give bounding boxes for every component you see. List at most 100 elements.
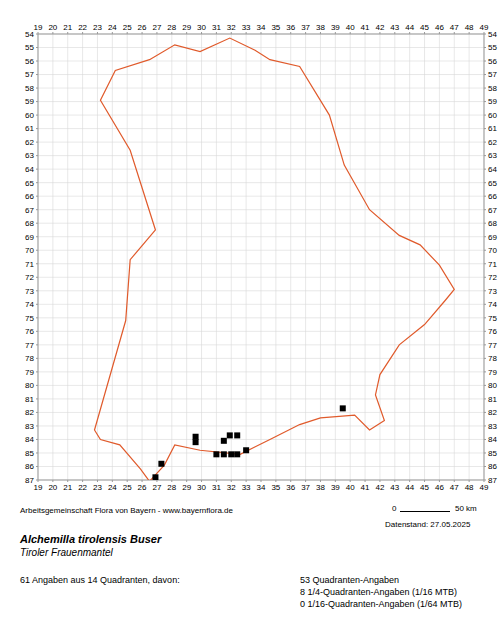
svg-text:80: 80: [25, 381, 34, 390]
svg-text:86: 86: [488, 462, 492, 471]
svg-text:75: 75: [488, 314, 492, 323]
svg-text:82: 82: [488, 408, 492, 417]
svg-text:67: 67: [488, 206, 492, 215]
svg-text:59: 59: [488, 97, 492, 106]
svg-text:30: 30: [197, 483, 206, 492]
svg-text:81: 81: [25, 395, 34, 404]
svg-text:29: 29: [182, 483, 191, 492]
svg-text:35: 35: [271, 23, 280, 32]
svg-text:54: 54: [488, 30, 492, 39]
svg-text:45: 45: [420, 483, 429, 492]
svg-text:60: 60: [488, 111, 492, 120]
svg-text:70: 70: [488, 246, 492, 255]
svg-text:57: 57: [488, 70, 492, 79]
svg-text:23: 23: [93, 23, 102, 32]
svg-text:33: 33: [242, 23, 251, 32]
svg-text:84: 84: [488, 435, 492, 444]
svg-text:34: 34: [257, 23, 266, 32]
svg-text:73: 73: [488, 287, 492, 296]
svg-text:78: 78: [25, 354, 34, 363]
svg-text:23: 23: [93, 483, 102, 492]
svg-text:69: 69: [488, 233, 492, 242]
svg-text:35: 35: [271, 483, 280, 492]
svg-text:59: 59: [25, 97, 34, 106]
svg-text:61: 61: [25, 124, 34, 133]
svg-text:79: 79: [25, 368, 34, 377]
svg-text:83: 83: [488, 422, 492, 431]
svg-text:33: 33: [242, 483, 251, 492]
svg-text:85: 85: [25, 449, 34, 458]
svg-text:47: 47: [450, 23, 459, 32]
svg-text:48: 48: [465, 23, 474, 32]
svg-text:28: 28: [167, 483, 176, 492]
svg-text:66: 66: [488, 192, 492, 201]
svg-text:55: 55: [25, 43, 34, 52]
svg-text:27: 27: [152, 23, 161, 32]
svg-text:32: 32: [227, 23, 236, 32]
svg-text:65: 65: [488, 179, 492, 188]
svg-text:25: 25: [123, 23, 132, 32]
svg-text:63: 63: [25, 151, 34, 160]
svg-text:29: 29: [182, 23, 191, 32]
svg-text:19: 19: [34, 23, 43, 32]
svg-text:41: 41: [361, 23, 370, 32]
svg-text:61: 61: [488, 124, 492, 133]
svg-text:26: 26: [138, 483, 147, 492]
svg-text:44: 44: [405, 483, 414, 492]
svg-text:42: 42: [375, 23, 384, 32]
svg-text:41: 41: [361, 483, 370, 492]
svg-text:24: 24: [108, 23, 117, 32]
svg-text:72: 72: [488, 273, 492, 282]
svg-text:65: 65: [25, 179, 34, 188]
svg-text:46: 46: [435, 483, 444, 492]
svg-text:22: 22: [78, 483, 87, 492]
svg-text:36: 36: [286, 23, 295, 32]
svg-text:71: 71: [25, 260, 34, 269]
svg-text:77: 77: [488, 341, 492, 350]
svg-text:69: 69: [25, 233, 34, 242]
svg-text:38: 38: [316, 483, 325, 492]
svg-text:56: 56: [488, 57, 492, 66]
svg-text:62: 62: [488, 138, 492, 147]
svg-text:40: 40: [346, 483, 355, 492]
svg-text:27: 27: [152, 483, 161, 492]
svg-text:86: 86: [25, 462, 34, 471]
svg-text:20: 20: [48, 23, 57, 32]
svg-text:85: 85: [488, 449, 492, 458]
svg-text:58: 58: [25, 84, 34, 93]
svg-text:78: 78: [488, 354, 492, 363]
svg-text:57: 57: [25, 70, 34, 79]
svg-text:62: 62: [25, 138, 34, 147]
svg-text:43: 43: [390, 483, 399, 492]
svg-text:87: 87: [488, 476, 492, 485]
svg-text:37: 37: [301, 23, 310, 32]
svg-text:79: 79: [488, 368, 492, 377]
svg-text:64: 64: [488, 165, 492, 174]
svg-text:60: 60: [25, 111, 34, 120]
svg-text:25: 25: [123, 483, 132, 492]
svg-text:38: 38: [316, 23, 325, 32]
svg-text:80: 80: [488, 381, 492, 390]
svg-text:39: 39: [331, 23, 340, 32]
svg-text:45: 45: [420, 23, 429, 32]
svg-text:76: 76: [488, 327, 492, 336]
svg-text:58: 58: [488, 84, 492, 93]
svg-text:39: 39: [331, 483, 340, 492]
svg-text:71: 71: [488, 260, 492, 269]
svg-text:67: 67: [25, 206, 34, 215]
svg-text:64: 64: [25, 165, 34, 174]
svg-text:22: 22: [78, 23, 87, 32]
svg-text:30: 30: [197, 23, 206, 32]
svg-text:84: 84: [25, 435, 34, 444]
svg-text:26: 26: [138, 23, 147, 32]
svg-text:70: 70: [25, 246, 34, 255]
svg-text:47: 47: [450, 483, 459, 492]
svg-text:37: 37: [301, 483, 310, 492]
svg-text:31: 31: [212, 23, 221, 32]
svg-text:56: 56: [25, 57, 34, 66]
svg-text:19: 19: [34, 483, 43, 492]
svg-text:77: 77: [25, 341, 34, 350]
svg-text:32: 32: [227, 483, 236, 492]
svg-text:42: 42: [375, 483, 384, 492]
svg-text:72: 72: [25, 273, 34, 282]
